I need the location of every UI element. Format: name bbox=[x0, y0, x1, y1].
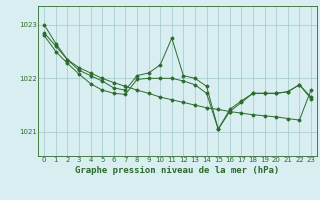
X-axis label: Graphe pression niveau de la mer (hPa): Graphe pression niveau de la mer (hPa) bbox=[76, 166, 280, 175]
